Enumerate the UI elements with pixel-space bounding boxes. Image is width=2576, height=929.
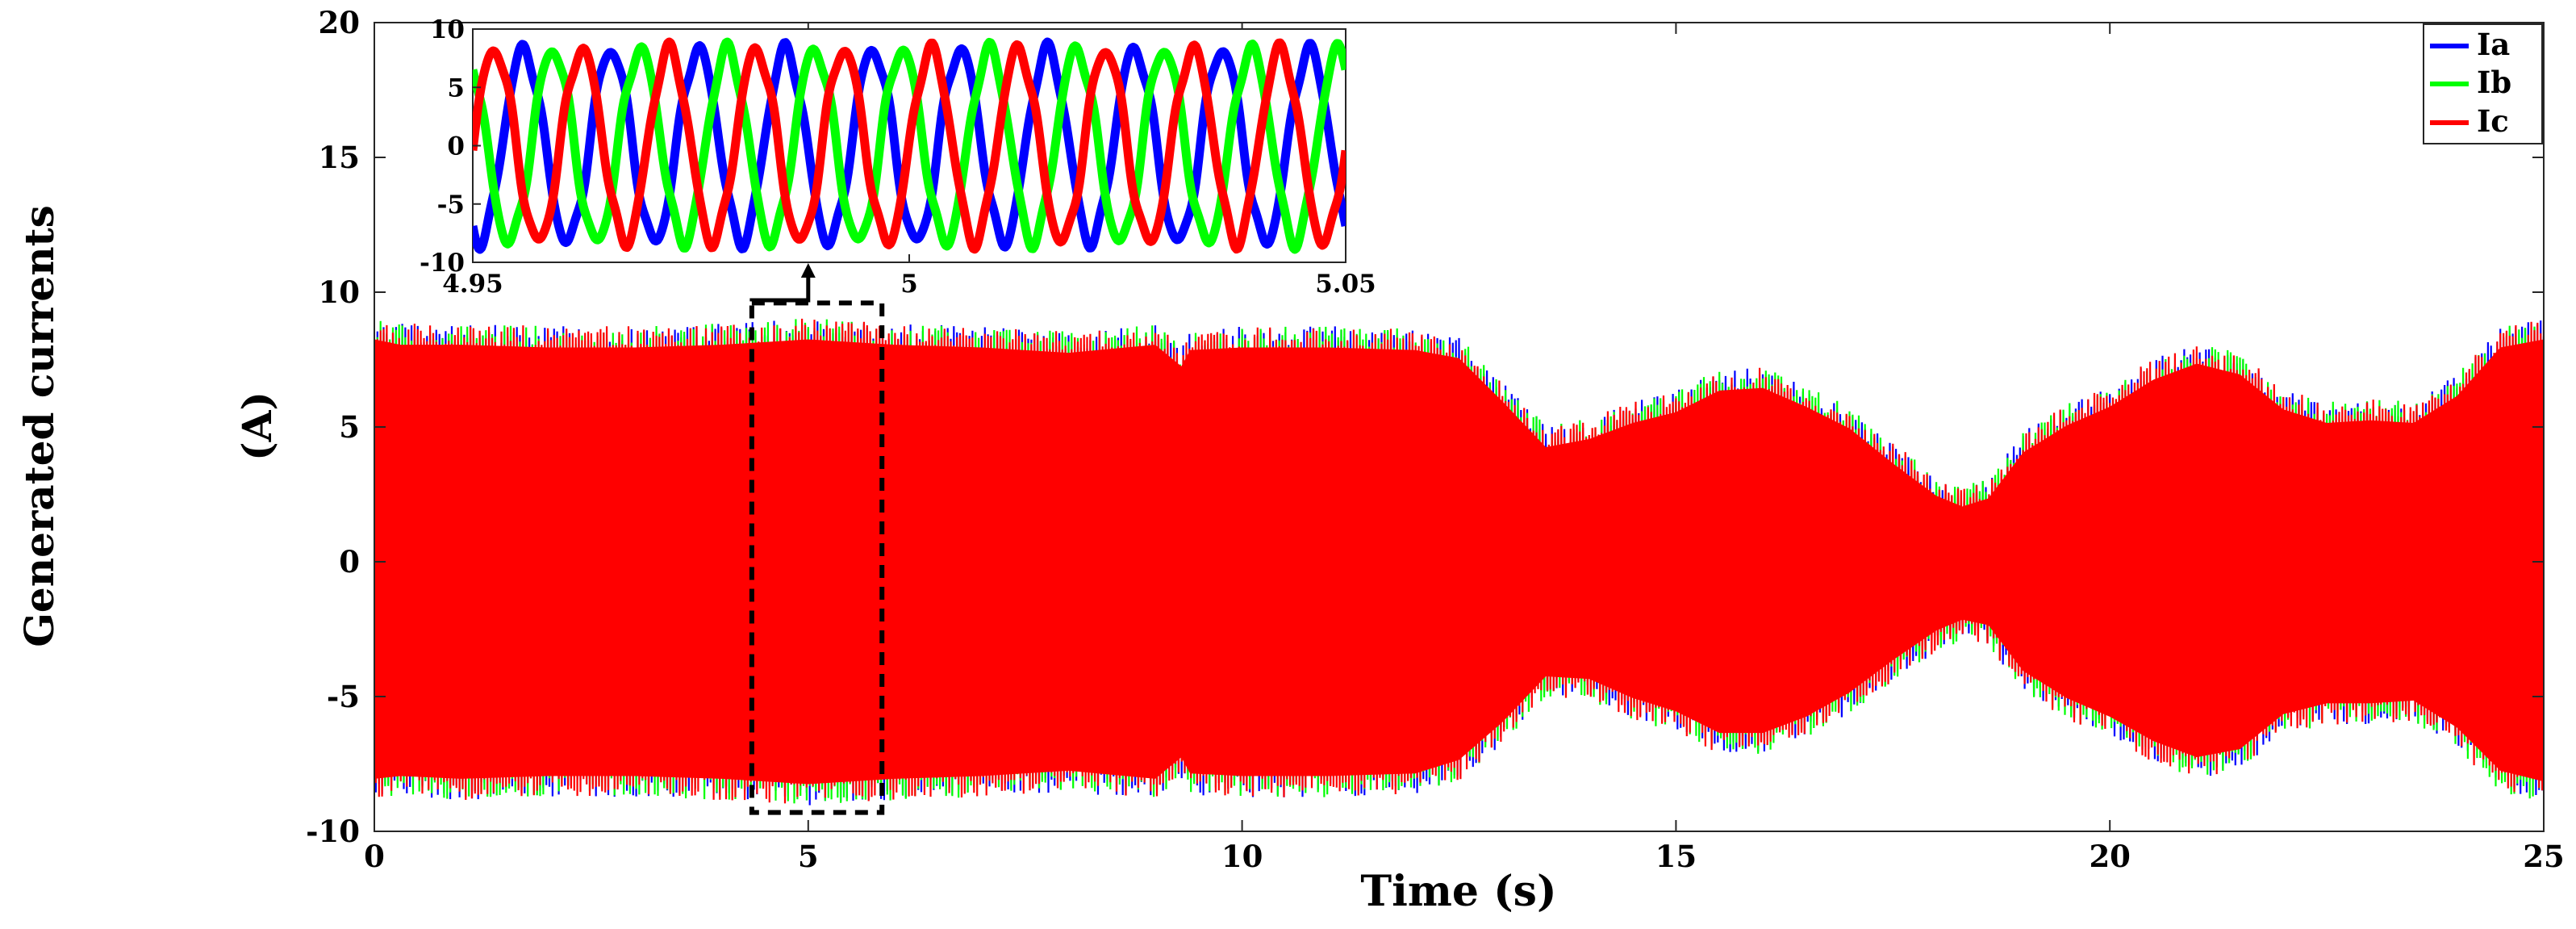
legend: Ia Ib Ic [2423, 23, 2543, 144]
zoom-arrow-head [800, 263, 816, 278]
main-plot-area: 0 5 10 15 20 25 -10 -5 0 5 10 15 20 [306, 5, 2565, 874]
main-series-layer [374, 318, 2544, 806]
inset-series-ib [473, 37, 1346, 254]
legend-label-ia: Ia [2477, 27, 2510, 62]
inset-x-tick-label: 5.05 [1315, 270, 1376, 299]
x-tick-label: 0 [364, 839, 385, 874]
zoom-arrow [749, 274, 811, 303]
x-tick-label: 25 [2523, 839, 2565, 874]
y-tick-label: 15 [319, 140, 361, 175]
inset-series-ic [473, 37, 1346, 254]
inset-y-tick-label: -10 [420, 249, 465, 278]
y-tick-label: 5 [339, 409, 360, 445]
inset-plot: 4.95 5 5.05 10 5 0 -5 -10 [420, 15, 1376, 299]
y-tick-label: 0 [339, 544, 360, 580]
legend-label-ic: Ic [2477, 103, 2509, 139]
x-axis-label: Time (s) [1360, 867, 1556, 916]
x-tick-label: 15 [1655, 839, 1697, 874]
inset-series-layer [473, 37, 1346, 254]
inset-x-tick-label: 5 [900, 270, 918, 299]
inset-y-tick-label: -5 [437, 190, 465, 220]
y-axis-label-line1: Generated currents [15, 205, 63, 647]
inset-x-tick-label: 4.95 [442, 270, 503, 299]
main-tick-layer: 0 5 10 15 20 25 -10 -5 0 5 10 15 20 [306, 5, 2565, 874]
zoom-region-box [749, 300, 885, 815]
y-tick-label: 10 [319, 274, 361, 310]
inset-y-tick-label: 5 [447, 73, 465, 103]
y-tick-label: -10 [306, 814, 360, 849]
y-tick-label: 20 [319, 5, 361, 40]
legend-label-ib: Ib [2477, 65, 2511, 100]
main-series-ic-band [374, 333, 2544, 785]
inset-y-tick-label: 0 [447, 132, 465, 161]
y-axis-label-line2: (A) [233, 391, 281, 461]
inset-y-tick-label: 10 [430, 15, 465, 44]
y-tick-label: -5 [327, 679, 360, 714]
inset-series-ia [473, 37, 1346, 254]
x-tick-label: 10 [1221, 839, 1263, 874]
inset-tick-layer: 4.95 5 5.05 10 5 0 -5 -10 [420, 15, 1376, 299]
x-tick-label: 5 [798, 839, 819, 874]
x-tick-label: 20 [2089, 839, 2131, 874]
